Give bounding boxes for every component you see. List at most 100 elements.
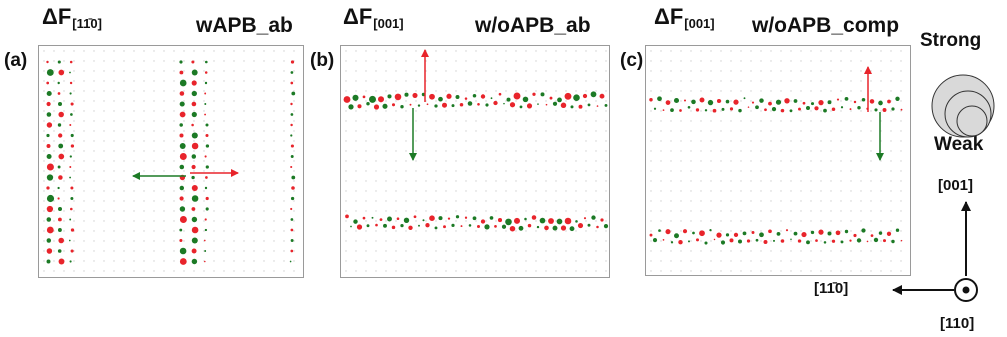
grid-dot <box>173 270 175 272</box>
grid-dot <box>870 90 872 92</box>
grid-dot <box>123 180 125 182</box>
grid-dot <box>83 200 85 202</box>
grid-dot <box>700 110 702 112</box>
grid-dot <box>595 70 597 72</box>
grid-dot <box>515 270 517 272</box>
panel-a-dot <box>46 163 54 171</box>
panel-c-dot <box>692 231 695 235</box>
grid-dot <box>395 80 397 82</box>
grid-dot <box>43 120 45 122</box>
grid-dot <box>355 260 357 262</box>
grid-dot <box>375 80 377 82</box>
grid-dot <box>710 260 712 262</box>
grid-dot <box>780 200 782 202</box>
panel-c-dot <box>772 239 776 242</box>
grid-dot <box>455 220 457 222</box>
grid-dot <box>345 250 347 252</box>
grid-dot <box>445 100 447 102</box>
grid-dot <box>690 210 692 212</box>
grid-dot <box>213 200 215 202</box>
grid-dot <box>43 100 45 102</box>
grid-dot <box>860 150 862 152</box>
grid-dot <box>485 110 487 112</box>
grid-dot <box>840 150 842 152</box>
panel-a-dot <box>58 102 62 106</box>
grid-dot <box>660 170 662 172</box>
panel-a-dot <box>57 249 62 253</box>
grid-dot <box>375 150 377 152</box>
grid-dot <box>900 80 902 82</box>
grid-dot <box>223 150 225 152</box>
grid-dot <box>535 150 537 152</box>
grid-dot <box>880 180 882 182</box>
grid-dot <box>495 230 497 232</box>
grid-dot <box>670 210 672 212</box>
grid-dot <box>73 80 75 82</box>
grid-dot <box>465 210 467 212</box>
grid-dot <box>525 170 527 172</box>
grid-dot <box>870 240 872 242</box>
grid-dot <box>143 240 145 242</box>
grid-dot <box>243 180 245 182</box>
grid-dot <box>475 190 477 192</box>
grid-dot <box>485 70 487 72</box>
grid-dot <box>425 160 427 162</box>
grid-dot <box>660 260 662 262</box>
panel-c-dot <box>797 239 802 243</box>
grid-dot <box>273 200 275 202</box>
grid-dot <box>233 110 235 112</box>
panel-c-dot <box>835 230 841 236</box>
grid-dot <box>213 250 215 252</box>
grid-dot <box>790 100 792 102</box>
grid-dot <box>465 230 467 232</box>
panel-b-dot <box>498 92 502 96</box>
grid-dot <box>860 110 862 112</box>
grid-dot <box>660 120 662 122</box>
grid-dot <box>830 170 832 172</box>
grid-dot <box>890 150 892 152</box>
grid-dot <box>690 270 692 272</box>
grid-dot <box>720 120 722 122</box>
grid-dot <box>595 220 597 222</box>
grid-dot <box>395 200 397 202</box>
panel-c-dot <box>657 96 662 102</box>
grid-dot <box>565 110 567 112</box>
grid-dot <box>173 50 175 52</box>
grid-dot <box>63 110 65 112</box>
grid-dot <box>385 250 387 252</box>
grid-dot <box>273 140 275 142</box>
grid-dot <box>455 260 457 262</box>
grid-dot <box>700 50 702 52</box>
grid-dot <box>113 180 115 182</box>
grid-dot <box>505 90 507 92</box>
panel-c-dot <box>818 99 824 106</box>
grid-dot <box>475 170 477 172</box>
grid-dot <box>375 240 377 242</box>
grid-dot <box>595 120 597 122</box>
grid-dot <box>800 150 802 152</box>
panel-b-dot <box>524 217 527 221</box>
grid-dot <box>710 270 712 272</box>
grid-dot <box>800 140 802 142</box>
grid-dot <box>203 210 205 212</box>
grid-dot <box>253 210 255 212</box>
grid-dot <box>465 260 467 262</box>
grid-dot <box>415 230 417 232</box>
grid-dot <box>690 50 692 52</box>
grid-dot <box>485 150 487 152</box>
grid-dot <box>840 220 842 222</box>
panel-c-dot <box>895 228 900 232</box>
grid-dot <box>680 180 682 182</box>
panel-a-dot <box>204 250 207 252</box>
grid-dot <box>830 260 832 262</box>
grid-dot <box>143 180 145 182</box>
grid-dot <box>63 60 65 62</box>
legend-circle-small <box>956 105 988 137</box>
panel-b-dot <box>362 216 366 220</box>
grid-dot <box>595 260 597 262</box>
panel-a-dot <box>191 111 197 118</box>
grid-dot <box>605 150 607 152</box>
grid-dot <box>605 90 607 92</box>
grid-dot <box>730 50 732 52</box>
panel-a-dot <box>290 249 294 253</box>
